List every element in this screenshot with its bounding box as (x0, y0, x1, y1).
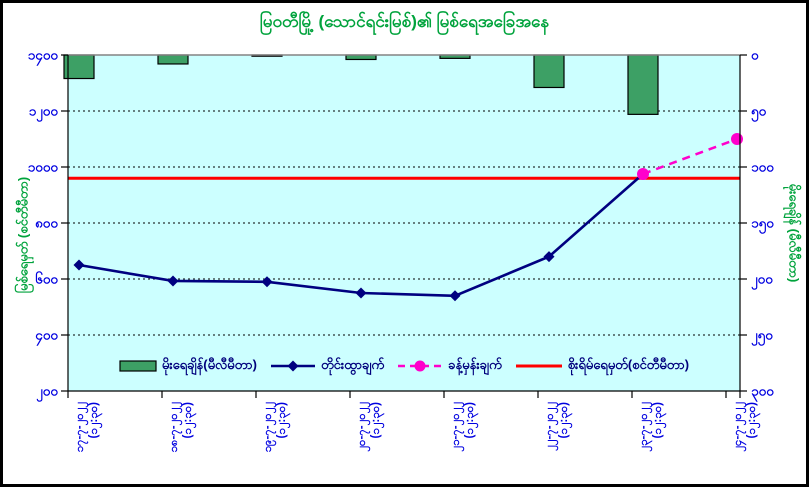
measured-point (355, 287, 367, 299)
rainfall-bar-swatch-icon (119, 360, 157, 372)
x-axis-date-label: ၂၂-၇-၂၀၂၂ (544, 402, 559, 452)
measured-point (73, 259, 85, 271)
right-axis-tick-label: ၁၅၀ (751, 216, 774, 235)
rainfall-bar (533, 54, 565, 89)
legend-label-rainfall: မိုးရေချိန်(မီလီမီတာ) (161, 356, 257, 372)
measured-point (167, 275, 179, 287)
legend-item-rainfall: မိုးရေချိန်(မီလီမီတာ) (119, 357, 257, 376)
right-axis-tick-label: ၃၀၀ (751, 384, 774, 403)
chart-title: မြဝတီမြို့ (သောင်ရင်းမြစ်)၏ မြစ်ရေအခြေအန… (259, 12, 550, 31)
x-axis-date-label: ၂၀-၇-၂၀၂၂ (356, 402, 371, 453)
x-axis-time-label: (၁၂:၃၀) (88, 402, 103, 439)
danger-line-swatch-icon (515, 364, 562, 368)
x-axis-date-label: ၂၃-၇-၂၀၂၂ (638, 402, 653, 453)
right-axis-tick-label: ၀ (751, 48, 759, 63)
left-axis-tick-label: ၁၀၀၀ (28, 160, 59, 175)
x-axis-date-label: ၁၇-၇-၂၀၂၂ (74, 402, 89, 453)
legend-item-measured: တိုင်းထွာချက် (270, 357, 384, 376)
legend: မိုးရေချိန်(မီလီမီတာ) တိုင်းထွာချက် ခန့်… (68, 354, 740, 378)
measured-point (261, 276, 273, 288)
left-axis-tick-label: ၈၀၀ (35, 216, 58, 231)
legend-label-forecast: ခန့်မှန်းချက် (448, 356, 502, 372)
x-axis-date-label: ၁၉-၇-၂၀၂၂ (262, 402, 277, 453)
forecast-line (642, 137, 738, 176)
measured-line-swatch-icon (270, 360, 315, 372)
right-axis-tick-label: ၁၀၀ (751, 160, 774, 175)
legend-label-danger: စိုးရိမ်ရေမှတ်(စင်တီမီတာ) (567, 356, 690, 372)
measured-point (449, 290, 461, 302)
right-axis-tick-label: ၂၀၀ (751, 272, 773, 291)
legend-item-forecast: ခန့်မှန်းချက် (397, 357, 502, 376)
left-axis-tick-label: ၁၂၀၀ (29, 104, 59, 123)
x-axis-time-label: (၁၂:၃၀) (746, 402, 761, 439)
forecast-line-swatch-icon (398, 360, 443, 372)
legend-label-measured: တိုင်းထွာချက် (320, 356, 385, 372)
legend-item-danger: စိုးရိမ်ရေမှတ်(စင်တီမီတာ) (515, 357, 689, 376)
left-axis-tick-label: ၆၀၀ (35, 271, 58, 287)
x-axis-time-label: (၁၂:၃၀) (370, 402, 385, 439)
rainfall-bar (627, 54, 659, 115)
rainfall-bar (157, 54, 189, 65)
forecast-point (637, 168, 649, 180)
left-axis-tick-label: ၄၀၀ (35, 328, 58, 347)
x-axis-date-label: ၂၄-၇-၂၀၂၂ (732, 402, 747, 453)
x-axis-date-label: ၂၁-၇-၂၀၂၂ (450, 402, 465, 453)
left-axis-tick-label: ၁၄၀၀ (28, 48, 59, 67)
right-axis-tick-label: ၂၅၀ (751, 328, 773, 347)
right-axis-tick-label: ၅၀ (751, 104, 767, 123)
left-axis-tick-label: ၂၀၀ (36, 384, 58, 403)
x-axis-time-label: (၁၂:၃၀) (276, 402, 291, 439)
x-axis-time-label: (၁၂:၃၀) (652, 402, 667, 439)
forecast-point (731, 133, 743, 145)
x-axis-time-label: (၁၂:၃၀) (182, 402, 197, 439)
measured-point (543, 251, 555, 263)
x-axis-date-label: ၁၈-၇-၂၀၂၂ (168, 402, 183, 453)
plot-area: ၁၄၀၀ ၀၁၂၀၀ ၅၀၁၀၀၀ ၁၀၀၈၀၀ ၁၅၀၆၀၀ ၂၀၀၄၀၀ ၂၅၀၂၀၀၃… (28, 48, 775, 453)
x-axis-time-label: (၁၂:၃၀) (464, 402, 479, 439)
x-axis-time-label: (၁၂:၃၀) (558, 402, 573, 439)
